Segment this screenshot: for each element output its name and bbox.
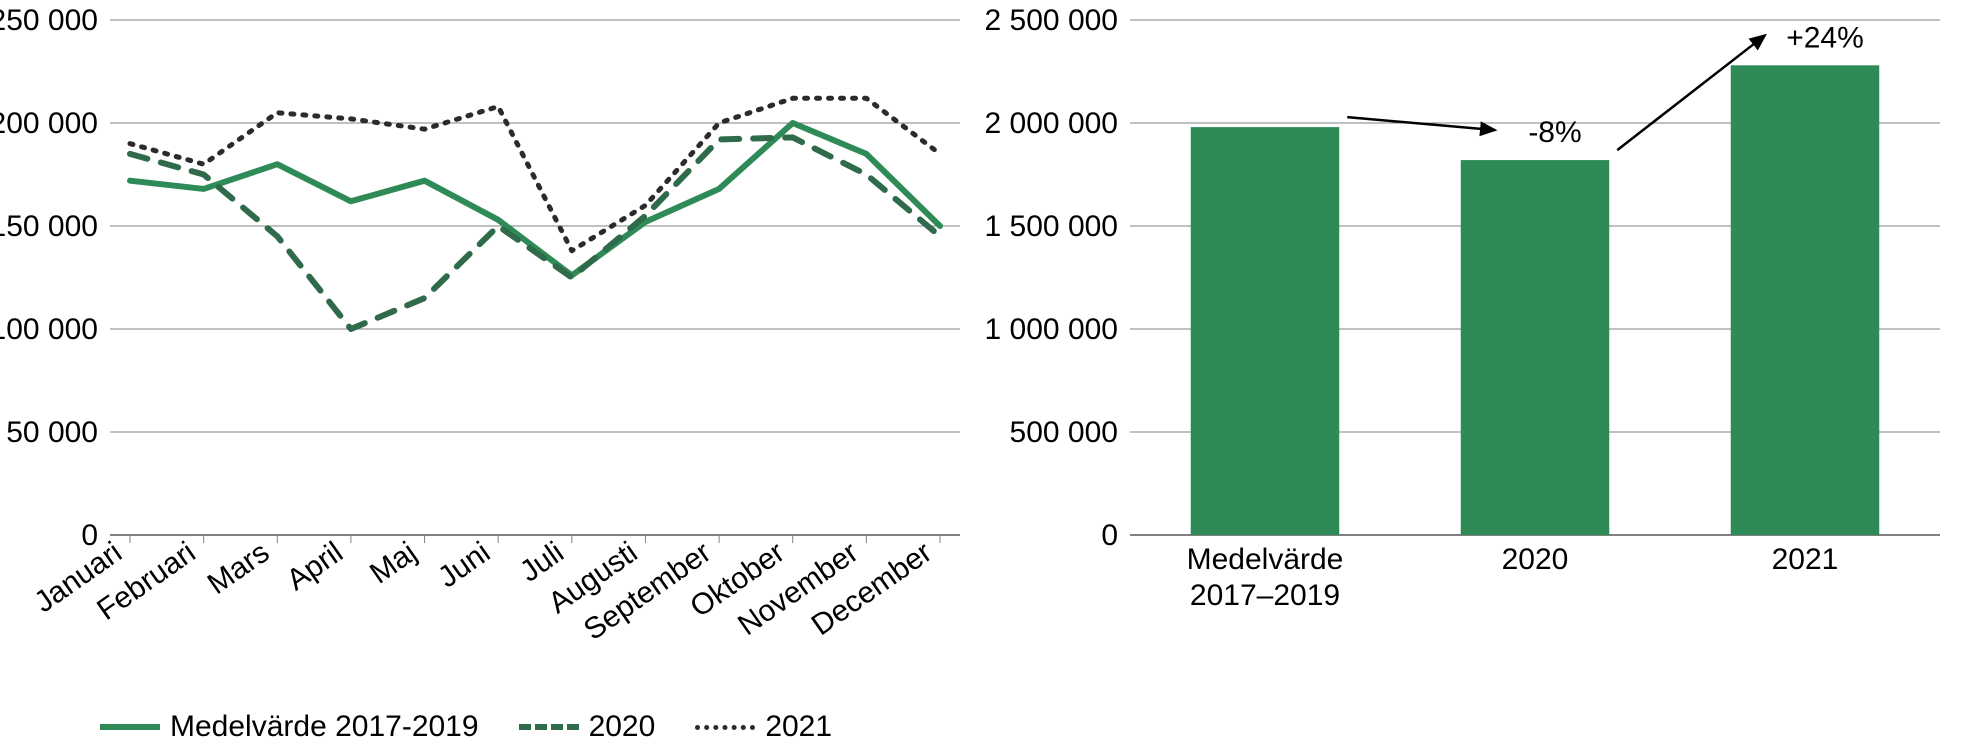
svg-text:2017–2019: 2017–2019 [1190,579,1340,612]
svg-text:2020: 2020 [1502,543,1569,576]
svg-text:+24%: +24% [1786,21,1864,54]
charts-svg: 050 000100 000150 000200 000250 000Janua… [0,0,1962,756]
legend-swatch [100,724,160,730]
chart-pair: 050 000100 000150 000200 000250 000Janua… [0,0,1962,756]
legend-item: Medelvärde 2017-2019 [100,710,479,744]
legend-swatch [519,724,579,730]
svg-text:Medelvärde: Medelvärde [1187,543,1344,576]
legend-item: 2020 [519,710,656,744]
svg-text:Maj: Maj [364,536,423,591]
svg-text:0: 0 [1101,519,1118,552]
legend-label: Medelvärde 2017-2019 [170,710,479,744]
svg-text:500 000: 500 000 [1010,416,1118,449]
legend: Medelvärde 2017-2019 2020 2021 [100,710,832,744]
svg-text:200 000: 200 000 [0,107,98,140]
svg-text:-8%: -8% [1528,116,1581,149]
svg-text:2 000 000: 2 000 000 [985,107,1118,140]
svg-text:Juni: Juni [432,536,496,595]
svg-text:1 000 000: 1 000 000 [985,313,1118,346]
svg-text:2 500 000: 2 500 000 [985,4,1118,37]
svg-text:150 000: 150 000 [0,210,98,243]
svg-text:2021: 2021 [1772,543,1839,576]
legend-swatch [695,725,755,730]
svg-text:250 000: 250 000 [0,4,98,37]
svg-text:100 000: 100 000 [0,313,98,346]
legend-item: 2021 [695,710,832,744]
svg-text:April: April [281,536,349,597]
legend-label: 2021 [765,710,832,744]
svg-text:50 000: 50 000 [6,416,98,449]
svg-text:1 500 000: 1 500 000 [985,210,1118,243]
legend-label: 2020 [589,710,656,744]
svg-text:Mars: Mars [202,536,276,601]
